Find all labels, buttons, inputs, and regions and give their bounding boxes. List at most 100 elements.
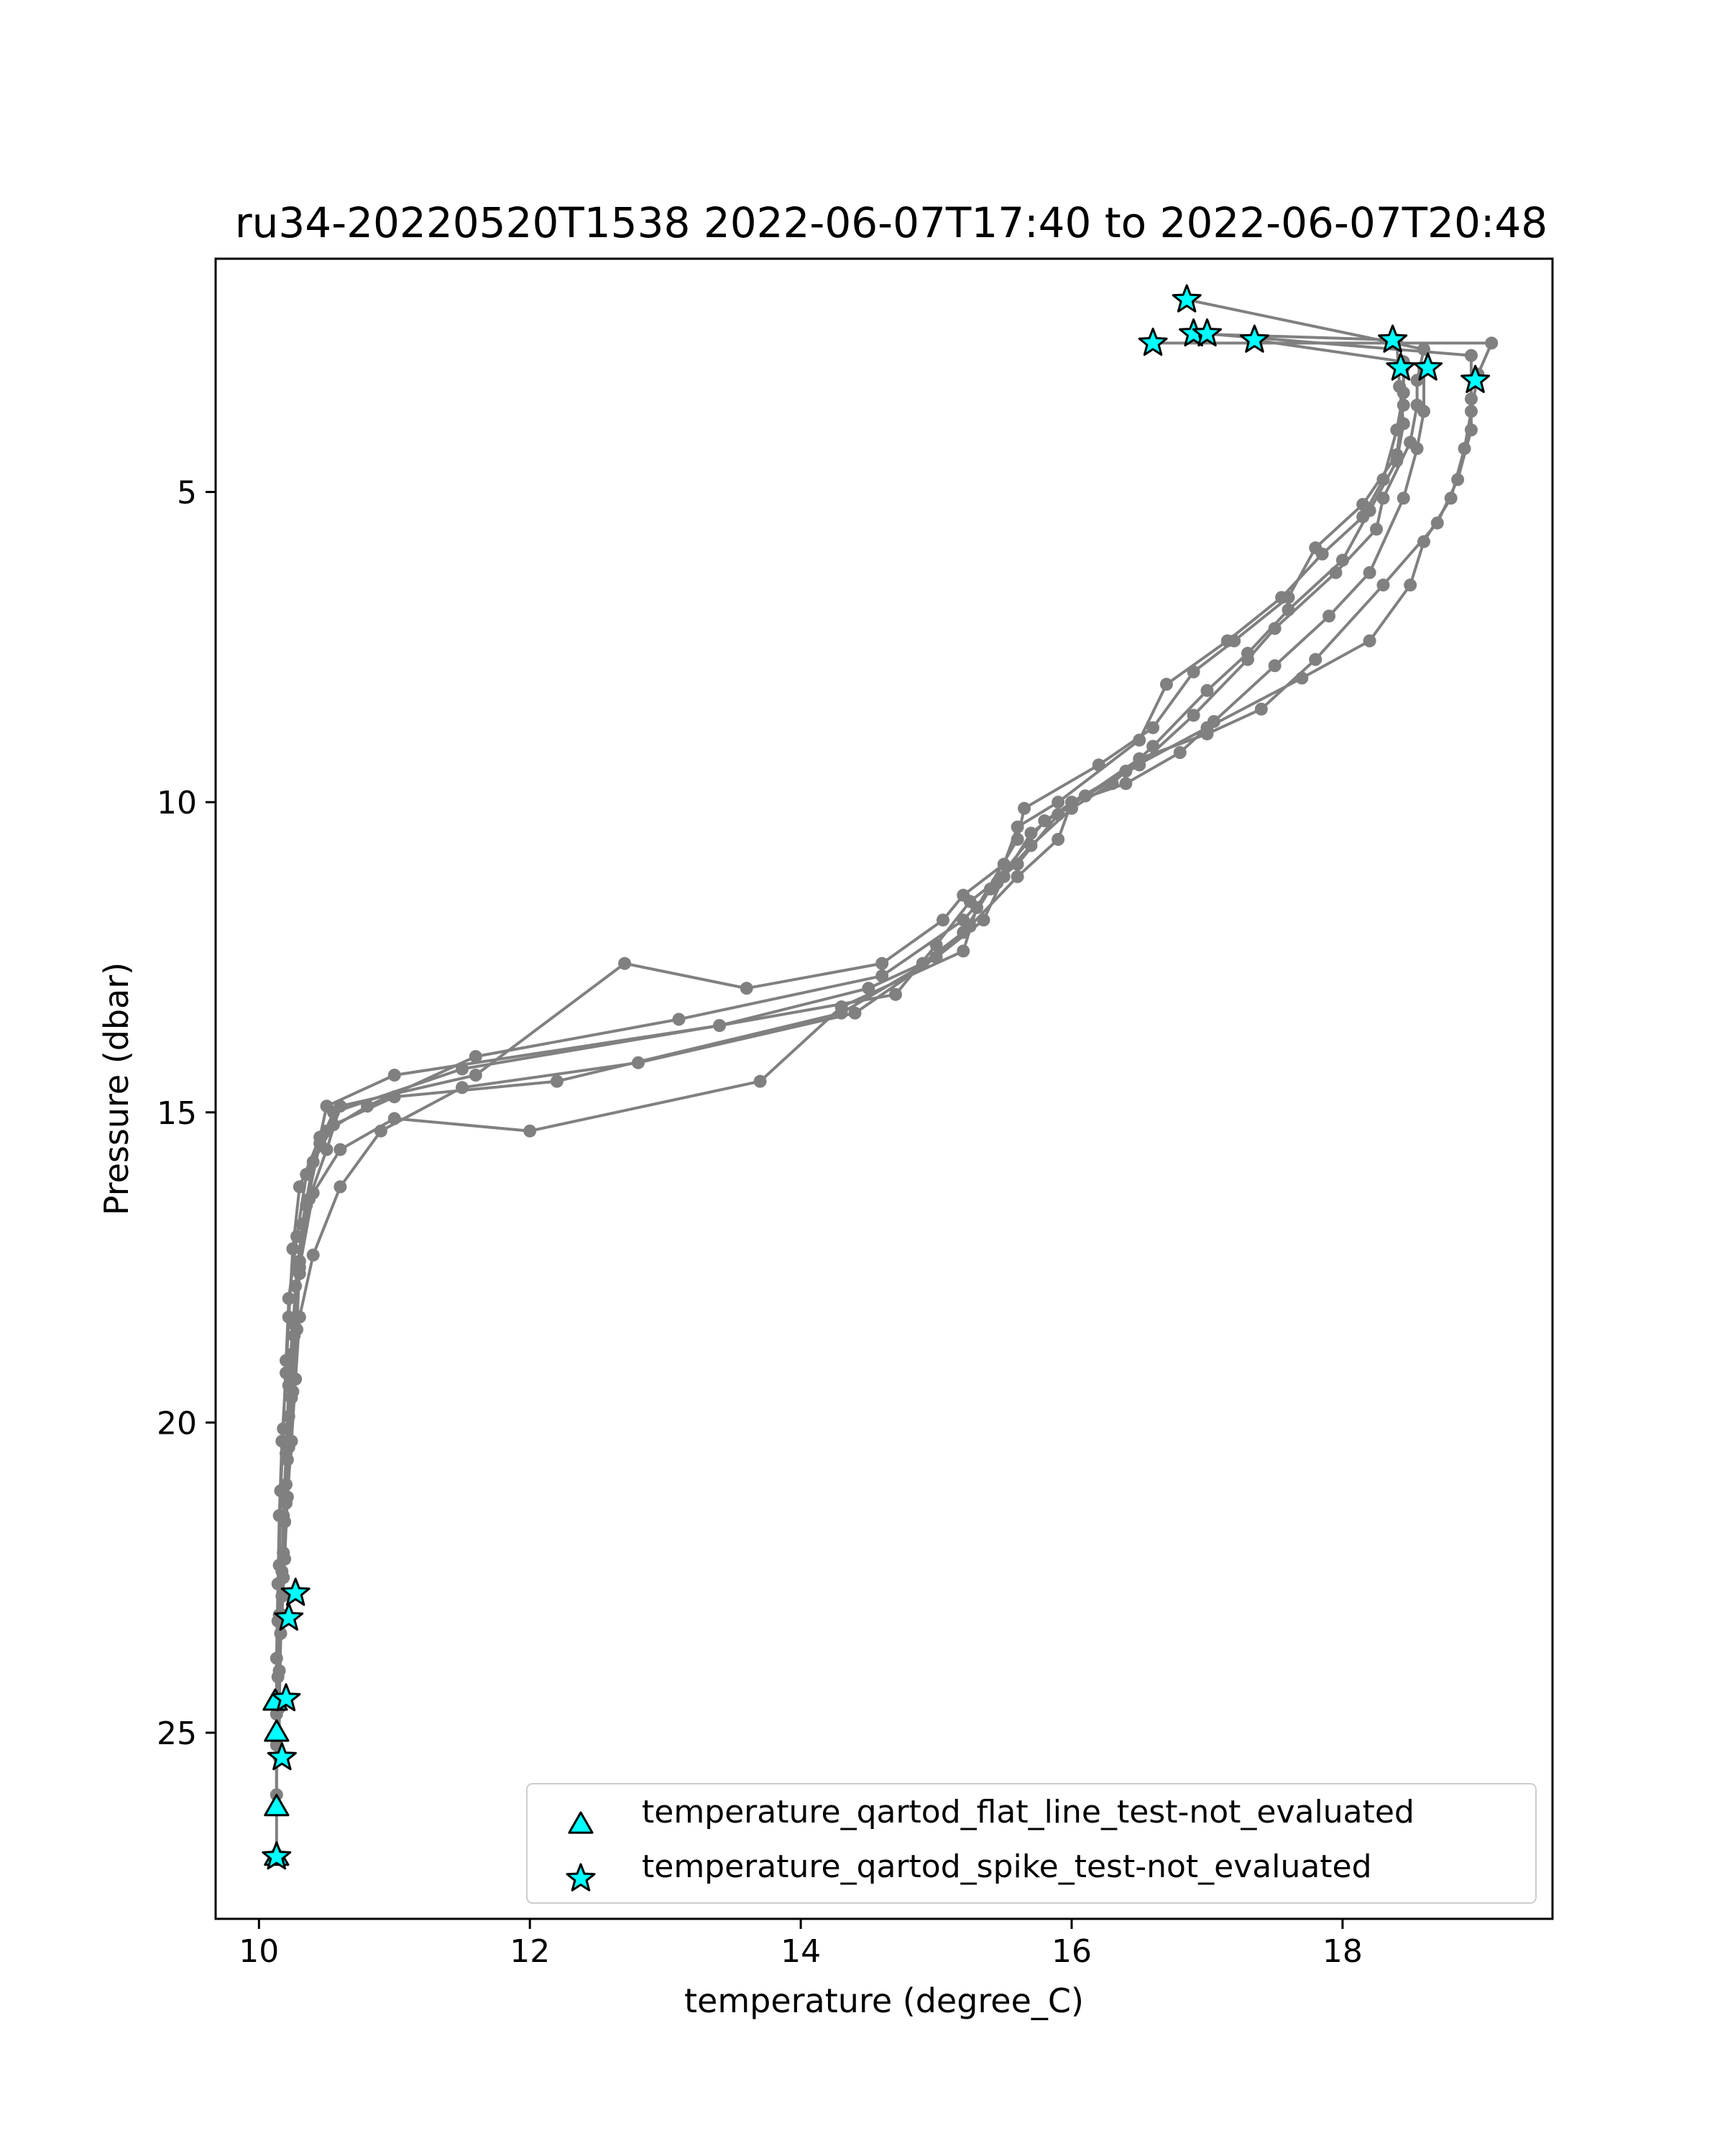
legend: temperature_qartod_flat_line_test-not_ev… — [526, 1783, 1537, 1904]
data-point-0-4 — [1376, 492, 1390, 505]
data-point-2-21 — [290, 1230, 304, 1243]
legend-triangle-icon — [568, 1811, 594, 1834]
data-point-2-20 — [300, 1168, 313, 1181]
data-point-2-6 — [1282, 603, 1295, 617]
data-point-2-16 — [672, 1013, 686, 1026]
data-point-4-11 — [1011, 820, 1024, 834]
data-layer — [262, 284, 1499, 1870]
data-point-2-19 — [320, 1124, 334, 1138]
data-point-6-1 — [1417, 405, 1430, 418]
data-point-6-14 — [929, 950, 943, 964]
data-point-6-19 — [334, 1180, 347, 1194]
y-tick-label-4: 25 — [157, 1715, 197, 1752]
data-point-3-11 — [1052, 808, 1065, 821]
profile-line-3 — [277, 355, 1473, 1708]
spike-flag-marker-1 — [1138, 327, 1168, 356]
spike-flag-marker-5 — [1378, 324, 1408, 353]
x-tick-label-1: 12 — [510, 1933, 550, 1970]
data-point-1-4 — [1444, 492, 1458, 505]
data-point-6-4 — [1363, 566, 1376, 579]
data-point-3-3 — [1451, 473, 1465, 487]
flat-line-flag-marker-2 — [264, 1794, 290, 1817]
legend-label-flat-line: temperature_qartod_flat_line_test-not_ev… — [642, 1794, 1414, 1830]
data-point-0-16 — [862, 982, 875, 995]
data-point-0-22 — [286, 1242, 300, 1256]
data-point-1-8 — [1295, 671, 1309, 685]
profile-line-4 — [275, 361, 1405, 1857]
data-point-5-14 — [834, 1000, 848, 1014]
data-point-4-19 — [334, 1100, 347, 1113]
data-point-2-23 — [279, 1354, 293, 1368]
y-tick-label-1: 10 — [157, 785, 197, 821]
data-point-1-3 — [1458, 442, 1471, 456]
data-point-4-15 — [875, 957, 889, 970]
y-axis: 5 10 15 20 25 — [157, 475, 216, 1752]
data-point-4-16 — [740, 982, 753, 995]
data-point-5-2 — [1390, 448, 1404, 461]
profile-line-0 — [275, 349, 1425, 1715]
data-point-0-6 — [1329, 566, 1343, 579]
data-point-5-10 — [1018, 801, 1031, 815]
data-point-2-9 — [1146, 740, 1160, 753]
data-point-6-21 — [293, 1310, 306, 1324]
data-point-3-6 — [1309, 653, 1322, 666]
data-point-1-24 — [282, 1409, 295, 1423]
data-point-1-20 — [306, 1155, 320, 1169]
data-point-1-5 — [1417, 535, 1430, 548]
data-point-1-17 — [550, 1074, 564, 1088]
data-point-2-13 — [990, 876, 1004, 890]
y-tick-label-0: 5 — [177, 475, 197, 512]
data-point-5-5 — [1282, 591, 1295, 604]
legend-label-spike: temperature_qartod_spike_test-not_evalua… — [642, 1848, 1372, 1885]
x-axis-label: temperature (degree_C) — [684, 1981, 1084, 2020]
data-point-5-6 — [1228, 634, 1241, 648]
spike-flag-marker-13 — [262, 1841, 292, 1870]
spike-flag-marker-4 — [1239, 324, 1269, 353]
data-point-1-10 — [1119, 765, 1133, 778]
data-point-0-9 — [1187, 709, 1200, 722]
profile-line-1 — [280, 342, 1494, 1597]
data-point-6-11 — [1052, 832, 1065, 846]
data-point-4-4 — [1356, 510, 1370, 524]
data-point-5-26 — [274, 1626, 288, 1640]
data-point-5-13 — [957, 944, 970, 958]
data-point-3-9 — [1133, 752, 1146, 765]
data-point-6-27 — [272, 1664, 286, 1677]
profile-line-2 — [276, 339, 1405, 1621]
x-tick-label-4: 18 — [1322, 1933, 1363, 1970]
x-tick-label-2: 14 — [781, 1933, 821, 1970]
spike-flag-marker-3 — [1192, 318, 1222, 347]
data-point-2-22 — [282, 1291, 295, 1305]
data-point-5-23 — [279, 1447, 293, 1460]
data-point-6-13 — [963, 919, 977, 933]
data-point-3-5 — [1376, 579, 1390, 592]
data-point-3-7 — [1254, 702, 1268, 716]
data-point-6-23 — [285, 1434, 298, 1448]
data-point-6-7 — [1207, 714, 1220, 728]
data-point-6-8 — [1173, 746, 1187, 760]
x-axis: 10 12 14 16 18 — [239, 1919, 1363, 1970]
data-point-3-1 — [1464, 392, 1478, 406]
data-point-5-17 — [387, 1112, 401, 1125]
data-point-5-20 — [293, 1261, 306, 1274]
surface-connector-4 — [1254, 338, 1404, 364]
legend-box — [526, 1783, 1537, 1904]
data-point-6-18 — [374, 1124, 387, 1138]
data-point-0-28 — [270, 1651, 283, 1665]
data-point-4-10 — [1052, 796, 1065, 809]
data-point-2-18 — [361, 1100, 374, 1113]
data-point-4-2 — [1390, 423, 1404, 437]
data-point-5-11 — [1011, 832, 1024, 846]
data-point-6-25 — [278, 1552, 292, 1566]
data-point-2-17 — [469, 1050, 482, 1064]
data-point-3-8 — [1200, 727, 1214, 741]
data-point-5-12 — [970, 900, 984, 914]
axes-frame — [214, 257, 1554, 1920]
y-tick-label-2: 15 — [157, 1095, 197, 1132]
data-point-3-14 — [929, 938, 943, 952]
spike-flag-marker-0 — [1172, 284, 1202, 313]
data-point-1-27 — [275, 1590, 289, 1603]
spike-flag-marker-10 — [274, 1602, 304, 1631]
data-point-3-15 — [889, 987, 903, 1001]
